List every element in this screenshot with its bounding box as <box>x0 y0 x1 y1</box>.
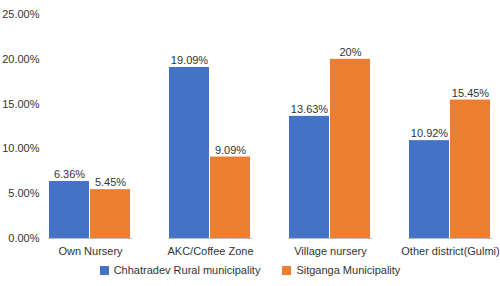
svg-text:19.09%: 19.09% <box>171 54 209 66</box>
svg-text:13.63%: 13.63% <box>291 103 329 115</box>
svg-text:20%: 20% <box>339 46 361 58</box>
svg-text:Other district(Gulmi): Other district(Gulmi) <box>401 245 499 257</box>
svg-text:20.00%: 20.00% <box>2 53 40 65</box>
svg-text:5.00%: 5.00% <box>8 187 39 199</box>
svg-text:0.00%: 0.00% <box>8 232 39 244</box>
svg-text:6.36%: 6.36% <box>54 168 85 180</box>
svg-text:Own Nursery: Own Nursery <box>58 245 123 257</box>
svg-text:Village nursery: Village nursery <box>294 245 367 257</box>
svg-text:AKC/Coffee Zone: AKC/Coffee Zone <box>167 245 253 257</box>
svg-text:5.45%: 5.45% <box>95 176 126 188</box>
html-text:Sitganga Municipality: Sitganga Municipality <box>296 264 401 276</box>
svg-text:10.00%: 10.00% <box>2 142 40 154</box>
svg-text:25.00%: 25.00% <box>2 8 40 20</box>
html-text:Chhatradev Rural municipality: Chhatradev Rural municipality <box>113 264 261 276</box>
svg-text:15.00%: 15.00% <box>2 98 40 110</box>
svg-text:15.45%: 15.45% <box>452 87 490 99</box>
svg-text:9.09%: 9.09% <box>215 144 246 156</box>
svg-text:10.92%: 10.92% <box>411 127 449 139</box>
